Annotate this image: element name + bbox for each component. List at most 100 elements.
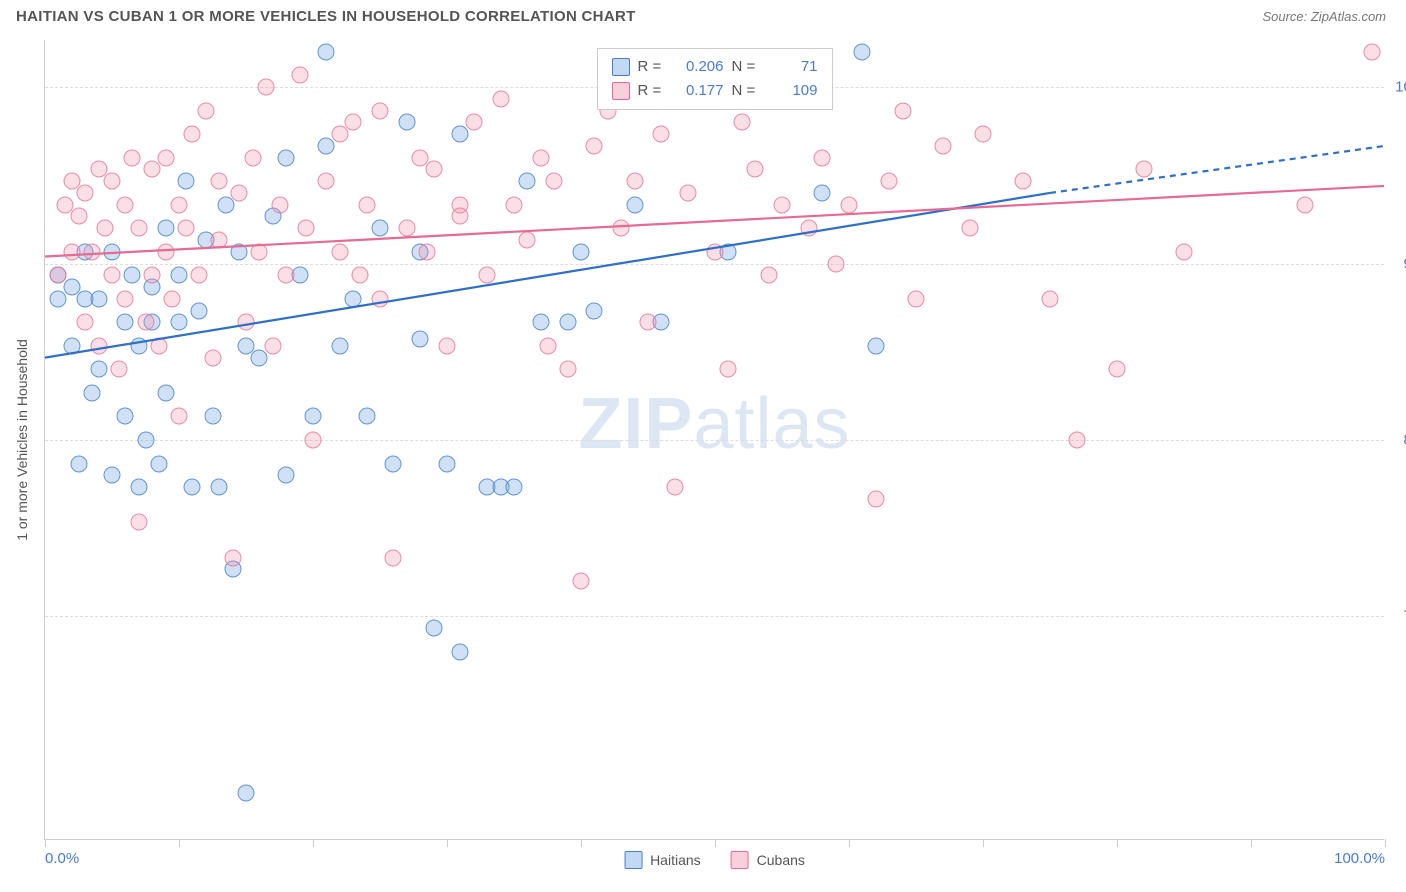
data-point-haitians xyxy=(452,126,469,143)
data-point-haitians xyxy=(157,384,174,401)
data-point-cubans xyxy=(747,161,764,178)
data-point-cubans xyxy=(465,114,482,131)
x-tick xyxy=(179,839,180,847)
data-point-cubans xyxy=(1176,243,1193,260)
source-label: Source: ZipAtlas.com xyxy=(1262,9,1386,24)
data-point-cubans xyxy=(63,243,80,260)
data-point-haitians xyxy=(331,337,348,354)
data-point-cubans xyxy=(881,173,898,190)
data-point-cubans xyxy=(385,549,402,566)
data-point-cubans xyxy=(331,126,348,143)
x-tick xyxy=(1251,839,1252,847)
legend-row-haitians: R =0.206 N =71 xyxy=(612,55,818,79)
data-point-cubans xyxy=(130,220,147,237)
x-tick xyxy=(581,839,582,847)
data-point-haitians xyxy=(532,314,549,331)
data-point-cubans xyxy=(157,149,174,166)
data-point-cubans xyxy=(934,137,951,154)
swatch-haitians-icon xyxy=(624,851,642,869)
gridline xyxy=(45,616,1384,617)
data-point-haitians xyxy=(278,149,295,166)
swatch-cubans xyxy=(612,82,630,100)
data-point-cubans xyxy=(137,314,154,331)
data-point-haitians xyxy=(70,455,87,472)
data-point-haitians xyxy=(117,314,134,331)
data-point-cubans xyxy=(532,149,549,166)
data-point-cubans xyxy=(150,337,167,354)
data-point-haitians xyxy=(184,479,201,496)
data-point-cubans xyxy=(479,267,496,284)
data-point-cubans xyxy=(358,196,375,213)
data-point-haitians xyxy=(398,114,415,131)
series-legend: Haitians Cubans xyxy=(624,851,805,869)
data-point-haitians xyxy=(586,302,603,319)
data-point-haitians xyxy=(191,302,208,319)
data-point-cubans xyxy=(318,173,335,190)
data-point-cubans xyxy=(171,196,188,213)
data-point-haitians xyxy=(626,196,643,213)
data-point-cubans xyxy=(372,290,389,307)
data-point-cubans xyxy=(653,126,670,143)
legend-item-cubans: Cubans xyxy=(731,851,805,869)
chart-container: ZIPatlas 77.5%85.0%92.5%100.0%0.0%100.0%… xyxy=(44,40,1384,840)
x-tick xyxy=(313,839,314,847)
data-point-cubans xyxy=(177,220,194,237)
plot-area: ZIPatlas 77.5%85.0%92.5%100.0%0.0%100.0% xyxy=(45,40,1384,839)
data-point-cubans xyxy=(814,149,831,166)
data-point-cubans xyxy=(345,114,362,131)
data-point-cubans xyxy=(50,267,67,284)
data-point-haitians xyxy=(171,267,188,284)
data-point-cubans xyxy=(251,243,268,260)
data-point-cubans xyxy=(97,220,114,237)
data-point-cubans xyxy=(1015,173,1032,190)
gridline xyxy=(45,440,1384,441)
data-point-cubans xyxy=(244,149,261,166)
data-point-cubans xyxy=(492,90,509,107)
data-point-haitians xyxy=(372,220,389,237)
data-point-haitians xyxy=(104,243,121,260)
data-point-cubans xyxy=(197,102,214,119)
y-axis-label: 1 or more Vehicles in Household xyxy=(14,339,30,541)
data-point-haitians xyxy=(130,337,147,354)
x-tick xyxy=(447,839,448,847)
data-point-haitians xyxy=(171,314,188,331)
data-point-haitians xyxy=(137,432,154,449)
data-point-haitians xyxy=(231,243,248,260)
data-point-cubans xyxy=(211,232,228,249)
data-point-cubans xyxy=(164,290,181,307)
data-point-cubans xyxy=(157,243,174,260)
data-point-cubans xyxy=(439,337,456,354)
data-point-cubans xyxy=(961,220,978,237)
data-point-haitians xyxy=(204,408,221,425)
data-point-cubans xyxy=(1363,43,1380,60)
x-tick-label: 0.0% xyxy=(45,850,79,867)
data-point-cubans xyxy=(117,290,134,307)
x-tick xyxy=(1385,839,1386,847)
data-point-haitians xyxy=(251,349,268,366)
data-point-cubans xyxy=(894,102,911,119)
data-point-haitians xyxy=(211,479,228,496)
x-tick xyxy=(849,839,850,847)
data-point-cubans xyxy=(908,290,925,307)
data-point-cubans xyxy=(841,196,858,213)
data-point-cubans xyxy=(539,337,556,354)
data-point-cubans xyxy=(231,184,248,201)
data-point-cubans xyxy=(184,126,201,143)
data-point-haitians xyxy=(83,384,100,401)
data-point-cubans xyxy=(613,220,630,237)
data-point-cubans xyxy=(331,243,348,260)
data-point-cubans xyxy=(298,220,315,237)
x-tick-label: 100.0% xyxy=(1334,850,1385,867)
data-point-cubans xyxy=(640,314,657,331)
data-point-haitians xyxy=(814,184,831,201)
data-point-haitians xyxy=(452,643,469,660)
data-point-cubans xyxy=(1135,161,1152,178)
data-point-cubans xyxy=(733,114,750,131)
data-point-haitians xyxy=(217,196,234,213)
data-point-cubans xyxy=(760,267,777,284)
data-point-cubans xyxy=(586,137,603,154)
data-point-cubans xyxy=(774,196,791,213)
data-point-haitians xyxy=(318,137,335,154)
data-point-haitians xyxy=(104,467,121,484)
data-point-cubans xyxy=(264,337,281,354)
